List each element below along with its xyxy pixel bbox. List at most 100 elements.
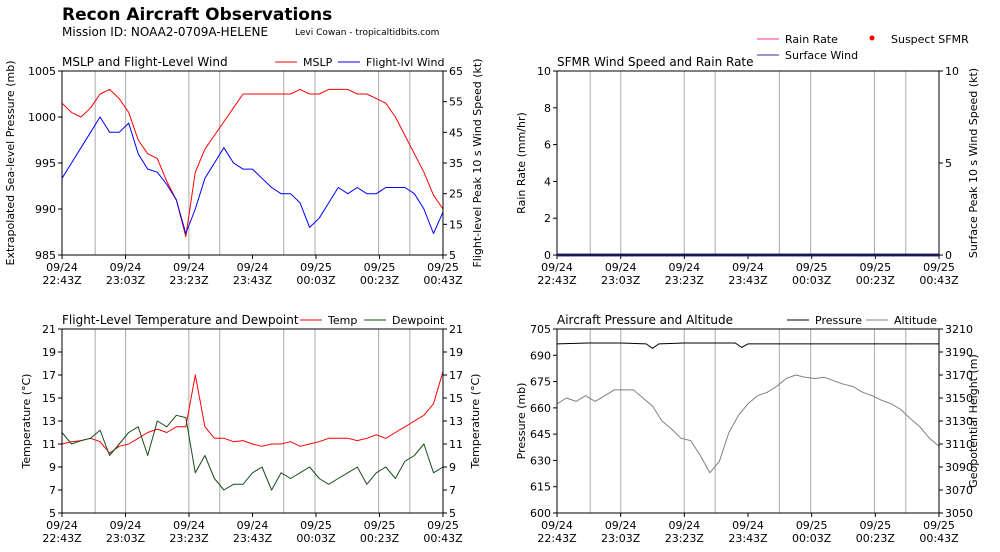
- temp-xtick-date: 09/24: [173, 519, 205, 532]
- press-ytick-label-right: 3150: [945, 392, 973, 405]
- sfmr-ytick-label-right: 10: [945, 65, 959, 78]
- sfmr-ytick-label-left: 10: [537, 65, 551, 78]
- press-xtick-date: 09/24: [541, 519, 573, 532]
- legend-surface-wind-label: Surface Wind: [785, 49, 858, 62]
- press-ylabel-left: Pressure (mb): [515, 383, 528, 460]
- press-xtick-time: 23:43Z: [728, 532, 768, 545]
- press-xtick-date: 09/24: [605, 519, 637, 532]
- mslp-series-mslp: [61, 88, 444, 238]
- sfmr-ylabel-left: Rain Rate (mm/hr): [515, 112, 528, 214]
- temp-ylabel-right: Temperature (°C): [469, 374, 482, 470]
- temp-ytick-label-left: 7: [49, 484, 56, 497]
- legend-temp-label: Temp: [327, 314, 357, 327]
- press-series-pressure: [556, 342, 939, 349]
- temp-xtick-date: 09/24: [110, 519, 142, 532]
- temp-ylabel-left: Temperature (°C): [20, 374, 33, 470]
- press-xtick-date: 09/24: [668, 519, 700, 532]
- mslp-xtick-date: 09/24: [46, 261, 78, 274]
- mslp-xtick-date: 09/24: [110, 261, 142, 274]
- press-ytick-label-left: 600: [530, 507, 551, 520]
- sfmr-xtick-date: 09/25: [859, 261, 891, 274]
- temp-xtick-date: 09/25: [427, 519, 459, 532]
- legend-suspect-sfmr-marker: [869, 35, 875, 41]
- temp-ytick-label-right: 19: [449, 346, 463, 359]
- sfmr-xtick-time: 22:43Z: [537, 274, 577, 287]
- press-ytick-label-left: 630: [530, 454, 551, 467]
- mslp-ytick-label-left: 1005: [28, 65, 56, 78]
- press-ytick-label-left: 705: [530, 323, 551, 336]
- sfmr-xtick-time: 23:43Z: [728, 274, 768, 287]
- temp-ytick-label-left: 11: [42, 438, 56, 451]
- sfmr-ytick-label-left: 0: [544, 249, 551, 262]
- press-ytick-label-left: 690: [530, 349, 551, 362]
- mslp-xtick-time: 23:23Z: [169, 274, 209, 287]
- press-xtick-date: 09/25: [923, 519, 955, 532]
- mslp-ytick-label-right: 5: [449, 249, 456, 262]
- press-ytick-label-right: 3110: [945, 438, 973, 451]
- temp-xtick-time: 00:43Z: [423, 532, 463, 545]
- main-title: Recon Aircraft Observations: [62, 5, 333, 25]
- sfmr-xtick-date: 09/25: [796, 261, 828, 274]
- sfmr-xtick-time: 00:03Z: [792, 274, 832, 287]
- press-plot-frame: [556, 328, 940, 514]
- sfmr-xtick-time: 00:23Z: [856, 274, 896, 287]
- mslp-series-flight-lvl-wind: [61, 116, 444, 234]
- press-xtick-time: 00:03Z: [792, 532, 832, 545]
- sfmr-xtick-time: 23:23Z: [665, 274, 705, 287]
- sfmr-xtick-time: 00:43Z: [919, 274, 959, 287]
- mslp-xtick-time: 23:43Z: [233, 274, 273, 287]
- temp-xtick-date: 09/25: [364, 519, 396, 532]
- sfmr-ytick-label-left: 2: [544, 212, 551, 225]
- mslp-xtick-date: 09/24: [173, 261, 205, 274]
- press-xtick-time: 23:03Z: [601, 532, 641, 545]
- sfmr-xtick-date: 09/24: [541, 261, 573, 274]
- sfmr-ytick-label-right: 0: [945, 249, 952, 262]
- sfmr-xtick-date: 09/24: [605, 261, 637, 274]
- temp-xtick-date: 09/24: [237, 519, 269, 532]
- temp-xtick-time: 00:23Z: [360, 532, 400, 545]
- credit-text: Levi Cowan - tropicaltidbits.com: [295, 28, 440, 38]
- mslp-xtick-time: 23:03Z: [106, 274, 146, 287]
- temp-xtick-time: 00:03Z: [296, 532, 336, 545]
- press-ytick-label-left: 675: [530, 376, 551, 389]
- temp-ytick-label-left: 19: [42, 346, 56, 359]
- sfmr-ytick-label-left: 4: [544, 175, 551, 188]
- press-ytick-label-right: 3090: [945, 461, 973, 474]
- mslp-ytick-label-left: 985: [35, 249, 56, 262]
- mslp-ylabel-right: Flight-level Peak 10 s Wind Speed (kt): [471, 58, 484, 267]
- temp-ytick-label-right: 21: [449, 323, 463, 336]
- press-ytick-label-left: 615: [530, 481, 551, 494]
- press-ytick-label-right: 3130: [945, 415, 973, 428]
- mslp-ytick-label-right: 25: [449, 188, 463, 201]
- sfmr-plot-frame: [556, 70, 940, 256]
- temp-xtick-time: 22:43Z: [42, 532, 82, 545]
- legend-altitude-label: Altitude: [894, 314, 937, 327]
- temp-xtick-time: 23:03Z: [106, 532, 146, 545]
- mslp-ytick-label-right: 15: [449, 218, 463, 231]
- temp-series-dewpoint: [61, 414, 444, 491]
- legend-pressure-label: Pressure: [815, 314, 862, 327]
- sfmr-xtick-date: 09/25: [923, 261, 955, 274]
- press-series-altitude: [556, 374, 940, 474]
- mslp-xtick-time: 00:03Z: [296, 274, 336, 287]
- sfmr-ylabel-right: Surface Peak 10 s Wind Speed (kt): [967, 68, 980, 258]
- mslp-xtick-time: 00:23Z: [360, 274, 400, 287]
- mslp-ytick-label-right: 55: [449, 96, 463, 109]
- temp-xtick-date: 09/24: [46, 519, 78, 532]
- mission-id: Mission ID: NOAA2-0709A-HELENE: [62, 25, 269, 39]
- press-xtick-time: 00:43Z: [919, 532, 959, 545]
- mslp-xtick-date: 09/25: [427, 261, 459, 274]
- press-ytick-label-left: 645: [530, 428, 551, 441]
- legend-mslp-label: MSLP: [303, 56, 333, 69]
- temp-ytick-label-right: 5: [449, 507, 456, 520]
- press-ytick-label-right: 3210: [945, 323, 973, 336]
- temp-series-temp: [61, 371, 444, 454]
- temp-ytick-label-right: 9: [449, 461, 456, 474]
- mslp-ytick-label-left: 990: [35, 203, 56, 216]
- mslp-plot-frame: [61, 70, 444, 256]
- sfmr-ytick-label-left: 6: [544, 139, 551, 152]
- mslp-ytick-label-right: 45: [449, 126, 463, 139]
- press-ytick-label-right: 3190: [945, 346, 973, 359]
- sfmr-ytick-label-left: 8: [544, 102, 551, 115]
- temp-ytick-label-right: 17: [449, 369, 463, 382]
